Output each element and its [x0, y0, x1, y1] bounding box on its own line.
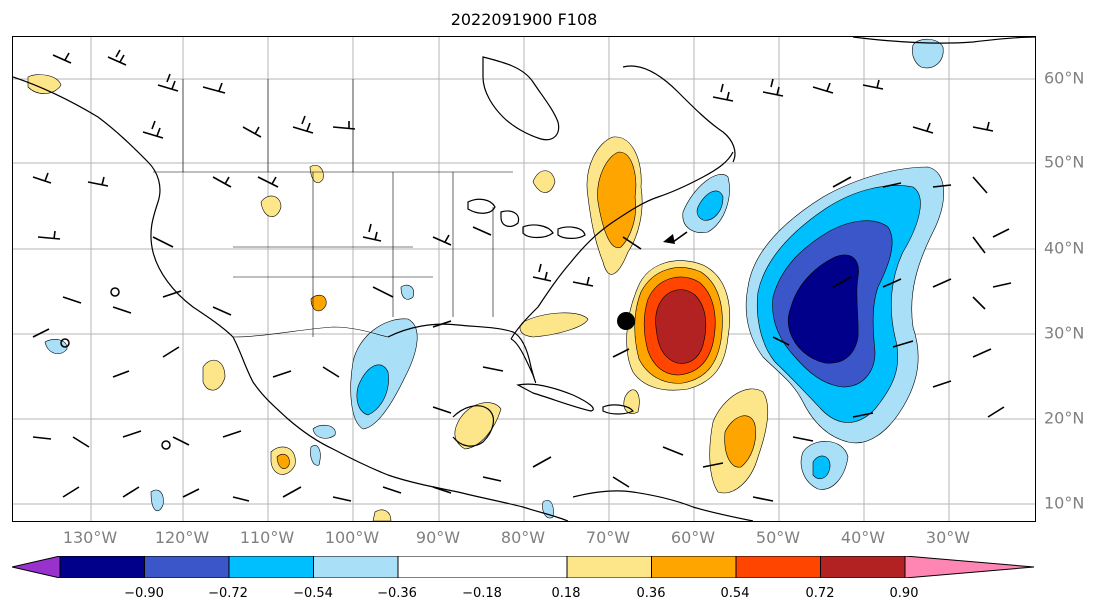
colorbar-bin-4 — [313, 556, 399, 578]
lon-label-30w: 30°W — [925, 528, 971, 547]
wind-flag-marker — [663, 234, 675, 244]
colorbar-label: −0.36 — [377, 586, 417, 601]
lat-label-30n: 30°N — [1044, 323, 1085, 343]
positive-anomaly-fills — [27, 74, 769, 521]
colorbar-label: 0.18 — [551, 586, 581, 601]
lat-label-40n: 40°N — [1044, 238, 1085, 258]
colorbar-label: 0.72 — [805, 586, 835, 601]
lon-label-40w: 40°W — [840, 528, 886, 547]
colorbar-bin-6 — [566, 556, 652, 578]
lat-label-10n: 10°N — [1044, 493, 1085, 513]
colorbar-label: 0.36 — [636, 586, 666, 601]
lon-label-120w: 120°W — [154, 528, 210, 547]
lon-label-60w: 60°W — [670, 528, 716, 547]
small-circles — [60, 287, 171, 450]
political-borders — [153, 79, 513, 338]
negative-anomaly-fills — [44, 38, 944, 519]
colorbar-label: 0.90 — [889, 586, 919, 601]
colorbar-label: −0.90 — [124, 586, 164, 601]
colorbar — [12, 556, 1035, 578]
lat-label-60n: 60°N — [1044, 68, 1085, 88]
colorbar-bin-5 — [397, 556, 568, 578]
lat-label-20n: 20°N — [1044, 408, 1085, 428]
lon-label-90w: 90°W — [415, 528, 461, 547]
colorbar-label: −0.54 — [293, 586, 333, 601]
colorbar-label: 0.54 — [720, 586, 750, 601]
colorbar-extend-min — [12, 556, 61, 578]
colorbar-label: −0.18 — [462, 586, 502, 601]
colorbar-bin-2 — [144, 556, 230, 578]
lon-label-50w: 50°W — [755, 528, 801, 547]
lon-label-130w: 130°W — [62, 528, 118, 547]
lon-label-110w: 110°W — [239, 528, 295, 547]
colorbar-bin-3 — [228, 556, 314, 578]
map-title: 2022091900 F108 — [450, 10, 598, 29]
lon-label-100w: 100°W — [324, 528, 380, 547]
wind-barbs — [32, 49, 1012, 502]
lat-label-50n: 50°N — [1044, 152, 1085, 172]
storm-center-marker — [617, 312, 635, 330]
colorbar-bin-7 — [651, 556, 737, 578]
colorbar-bin-9 — [820, 556, 906, 578]
lon-label-80w: 80°W — [500, 528, 546, 547]
colorbar-label: −0.72 — [208, 586, 248, 601]
coastlines — [13, 37, 1035, 521]
lon-label-70w: 70°W — [585, 528, 631, 547]
colorbar-bin-1 — [59, 556, 145, 578]
colorbar-extend-max — [904, 556, 1035, 578]
map-panel — [12, 36, 1036, 522]
colorbar-bin-8 — [735, 556, 821, 578]
